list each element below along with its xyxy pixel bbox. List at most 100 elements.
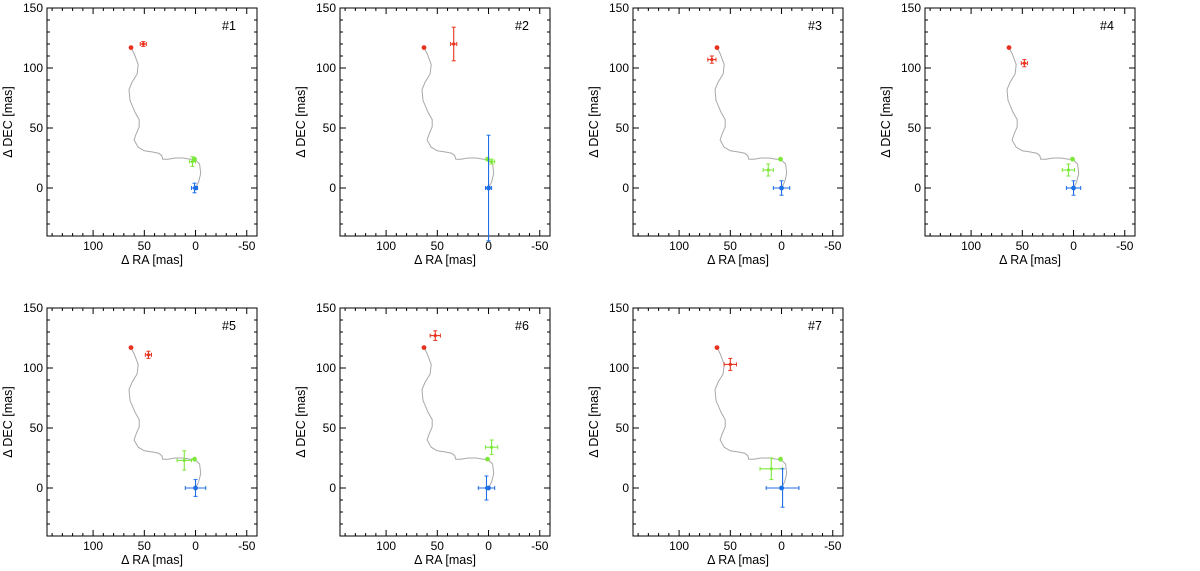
y-axis-title: Δ DEC [mas] [294,386,308,458]
observation-blue [765,468,800,508]
model-point-green [485,156,490,162]
y-tick-label: 100 [609,361,629,375]
y-tick-label: 0 [914,181,921,195]
y-axis-title: Δ DEC [mas] [1,86,15,158]
y-tick-label: 150 [609,1,629,15]
x-tick-label: 0 [192,539,199,553]
observation-point [182,458,186,462]
y-axis-title: Δ DEC [mas] [1,386,15,458]
observation-red [429,330,441,341]
observation-blue [1065,180,1082,196]
x-tick-label: 0 [778,239,785,253]
observation-point [190,160,195,164]
x-axis-title: Δ RA [mas] [999,253,1061,267]
x-tick-label: 100 [376,539,396,553]
y-tick-label: 100 [609,61,629,75]
y-tick-label: 50 [323,121,337,135]
panel-5: 100 50 0 -50 0 50 100 150 Δ RA [mas] Δ DEC [mas] #… [1,301,258,567]
y-tick-label: 0 [329,181,336,195]
y-tick-label: 150 [23,301,43,315]
y-tick-label: 0 [329,481,336,495]
plot-frame [46,7,258,237]
observation-point [728,362,732,366]
observation-point [193,486,198,490]
observation-red [707,55,717,64]
observation-green [759,457,784,481]
y-tick-label: 50 [616,121,630,135]
y-tick-label: 0 [36,181,43,195]
x-tick-label: 100 [376,239,396,253]
observation-red [723,357,737,371]
y-tick-label: 150 [609,301,629,315]
y-tick-label: 0 [622,181,629,195]
orbit-track [421,47,495,189]
observation-point [780,486,785,490]
plot-frame [46,307,258,537]
x-tick-label: 0 [485,239,492,253]
model-point-green [778,156,783,162]
y-axis-title: Δ DEC [mas] [294,86,308,158]
x-tick-label: -50 [238,239,256,253]
observation-point [710,58,714,62]
observation-blue [484,134,493,242]
panel-3: 100 50 0 -50 0 50 100 150 Δ RA [mas] Δ DEC [mas] #… [587,1,844,267]
y-tick-label: 150 [901,1,921,15]
orbit-track [128,47,202,189]
x-axis-title: Δ RA [mas] [414,253,476,267]
observation-point [1022,61,1026,65]
model-point-red [421,345,427,350]
x-tick-label: 50 [1016,239,1030,253]
observation-point [192,186,197,190]
observation-point [490,160,494,164]
x-tick-label: 100 [669,539,689,553]
observation-green [762,163,774,177]
y-tick-label: 100 [901,61,921,75]
observation-red [144,350,152,359]
panel-label: #7 [808,319,822,333]
x-axis-title: Δ RA [mas] [707,253,769,267]
panel-label: #4 [1100,19,1114,33]
y-tick-label: 150 [316,1,336,15]
x-tick-label: 100 [83,239,103,253]
panel-label: #3 [808,19,822,33]
model-point-red [128,45,134,50]
x-tick-label: -50 [824,539,842,553]
x-axis-title: Δ RA [mas] [121,553,183,567]
x-axis-title: Δ RA [mas] [121,253,183,267]
x-tick-label: 0 [485,539,492,553]
panel-1: 100 50 0 -50 0 50 100 150 Δ RA [mas] Δ DEC [mas] #… [1,1,258,267]
x-tick-label: 50 [138,239,152,253]
y-tick-label: 150 [316,301,336,315]
x-axis-title: Δ RA [mas] [414,553,476,567]
y-axis-title: Δ DEC [mas] [587,386,601,458]
observation-point [779,186,784,190]
plot-frame [339,7,551,237]
observation-point [766,168,770,172]
observation-point [141,42,145,46]
y-axis-title: Δ DEC [mas] [879,86,893,158]
observation-blue [190,182,199,194]
orbit-track [421,347,495,489]
observation-blue [772,180,791,196]
observation-point [433,334,437,338]
panel-label: #5 [222,319,236,333]
y-axis-title: Δ DEC [mas] [587,86,601,158]
observation-point [1066,168,1071,172]
plot-frame [632,307,844,537]
y-tick-label: 150 [23,1,43,15]
model-point-green [192,456,197,462]
observation-blue [184,479,207,497]
panel-2: 100 50 0 -50 0 50 100 150 Δ RA [mas] Δ DEC [mas] #… [294,1,551,267]
orbit-track [128,347,202,489]
panel-label: #1 [222,19,236,33]
x-tick-label: 100 [961,239,981,253]
x-tick-label: 50 [138,539,152,553]
observation-red [139,41,147,47]
x-tick-label: 50 [431,239,445,253]
observation-point [490,445,494,449]
panel-6: 100 50 0 -50 0 50 100 150 Δ RA [mas] Δ DEC [mas] #… [294,301,551,567]
x-axis-title: Δ RA [mas] [707,553,769,567]
observation-green [188,156,197,167]
observation-point [484,486,489,490]
